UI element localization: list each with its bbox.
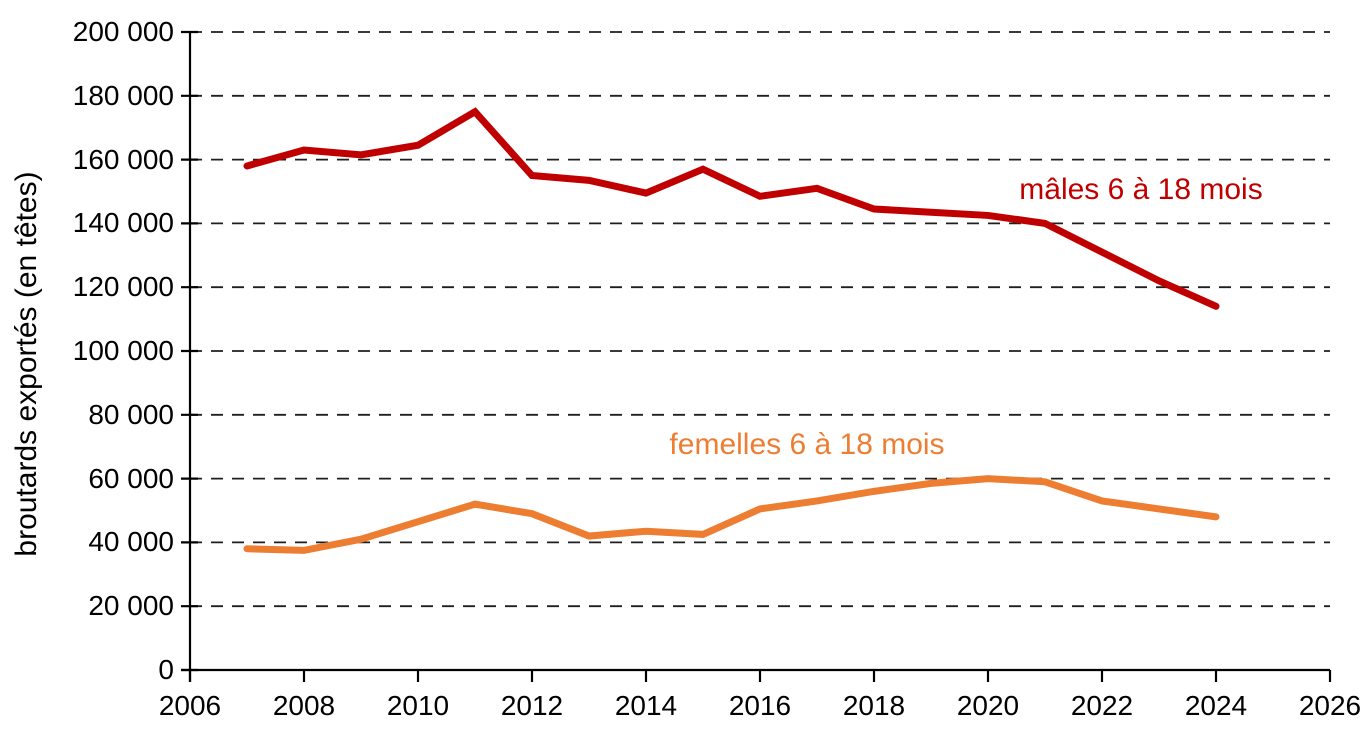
y-tick-label: 20 000 (88, 590, 174, 622)
x-tick-label: 2024 (1184, 690, 1248, 721)
x-tick-label: 2016 (728, 690, 792, 721)
series-line-0 (243, 107, 1220, 310)
x-tick-label: 2022 (1070, 690, 1134, 721)
y-tick-label: 120 000 (72, 271, 174, 303)
x-tick-label: 2010 (386, 690, 450, 721)
y-tick-label: 180 000 (72, 79, 174, 111)
x-tick-label: 2006 (158, 690, 222, 721)
y-tick-label: 200 000 (72, 16, 174, 47)
y-tick-label: 40 000 (88, 526, 174, 558)
x-tick-label: 2012 (500, 690, 564, 721)
y-tick-label: 80 000 (88, 398, 174, 430)
y-tick-label: 60 000 (88, 462, 174, 494)
y-tick-label: 100 000 (72, 335, 174, 366)
x-tick-label: 2026 (1298, 690, 1362, 721)
x-tick-label: 2014 (614, 690, 678, 721)
series-label-femelles: femelles 6 à 18 mois (669, 428, 945, 461)
x-tick-label: 2018 (842, 690, 906, 721)
series-line-1 (243, 475, 1220, 554)
x-tick-label: 2008 (272, 690, 336, 721)
x-tick-label: 2020 (956, 690, 1020, 721)
y-tick-label: 160 000 (72, 143, 174, 175)
series-label-males: mâles 6 à 18 mois (1019, 173, 1263, 206)
y-tick-label: 140 000 (72, 207, 174, 239)
y-axis-title: broutards exportés (en têtes) (10, 171, 43, 557)
y-tick-label: 0 (158, 654, 174, 685)
